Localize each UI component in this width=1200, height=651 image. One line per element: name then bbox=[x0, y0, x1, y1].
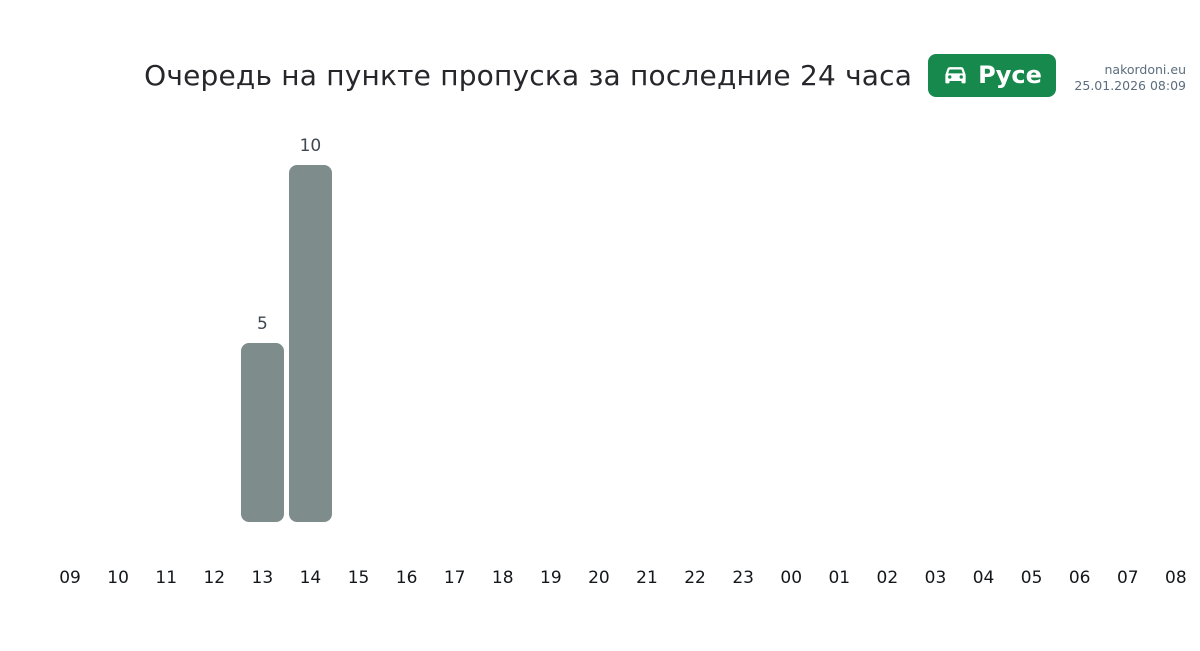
x-tick-label: 23 bbox=[732, 567, 754, 588]
plot-area: 5 10 bbox=[46, 125, 1200, 522]
bar-value-label: 10 bbox=[299, 136, 322, 157]
x-tick-label: 16 bbox=[395, 567, 418, 588]
x-tick-label: 04 bbox=[972, 567, 995, 588]
x-tick-label: 07 bbox=[1116, 567, 1139, 588]
page: nakordoni.eu 25.01.2026 08:09 Очередь на… bbox=[0, 54, 1200, 651]
chart-title: Очередь на пункте пропуска за последние … bbox=[144, 58, 913, 92]
x-tick-label: 05 bbox=[1020, 567, 1043, 588]
bar-column: 10 bbox=[286, 137, 334, 522]
x-tick-label: 21 bbox=[636, 567, 658, 588]
x-axis: 09 10 11 12 13 14 15 16 17 18 19 20 21 22 23 00 01 02 03 04… bbox=[46, 567, 1200, 589]
x-tick-label: 18 bbox=[491, 567, 514, 588]
x-tick-label: 06 bbox=[1068, 567, 1091, 588]
site-name[interactable]: nakordoni.eu bbox=[1104, 62, 1186, 77]
x-tick-label: 00 bbox=[780, 567, 803, 588]
x-tick-label: 01 bbox=[828, 567, 851, 588]
checkpoint-badge[interactable]: Русе bbox=[928, 54, 1056, 97]
x-tick-label: 02 bbox=[876, 567, 899, 588]
title-row: Очередь на пункте пропуска за последние … bbox=[0, 54, 1200, 97]
bar-value-label: 5 bbox=[256, 314, 268, 335]
x-tick-label: 11 bbox=[155, 567, 178, 588]
x-tick-label: 10 bbox=[107, 567, 129, 588]
site-meta: nakordoni.eu 25.01.2026 08:09 bbox=[1074, 62, 1186, 95]
x-tick-label: 13 bbox=[251, 567, 274, 588]
x-tick-label: 15 bbox=[347, 567, 370, 588]
x-tick-label: 08 bbox=[1165, 567, 1187, 588]
x-tick-label: 20 bbox=[588, 567, 610, 588]
x-tick-label: 12 bbox=[203, 567, 226, 588]
x-tick-label: 14 bbox=[299, 567, 322, 588]
car-icon bbox=[942, 62, 969, 89]
x-tick-label: 17 bbox=[443, 567, 466, 588]
x-tick-label: 09 bbox=[59, 567, 81, 588]
x-tick-label: 03 bbox=[924, 567, 947, 588]
checkpoint-name: Русе bbox=[978, 61, 1042, 89]
x-tick-label: 19 bbox=[540, 567, 562, 588]
x-tick-label: 22 bbox=[684, 567, 706, 588]
bar[interactable] bbox=[288, 164, 332, 522]
queue-bar-chart: 5 10 09 10 11 12 13 14 15 16 17 18 19 20 21 22 23 00 01 02… bbox=[0, 125, 1200, 589]
bar[interactable] bbox=[240, 342, 284, 522]
timestamp: 25.01.2026 08:09 bbox=[1074, 78, 1186, 94]
bar-column: 5 bbox=[238, 315, 286, 522]
